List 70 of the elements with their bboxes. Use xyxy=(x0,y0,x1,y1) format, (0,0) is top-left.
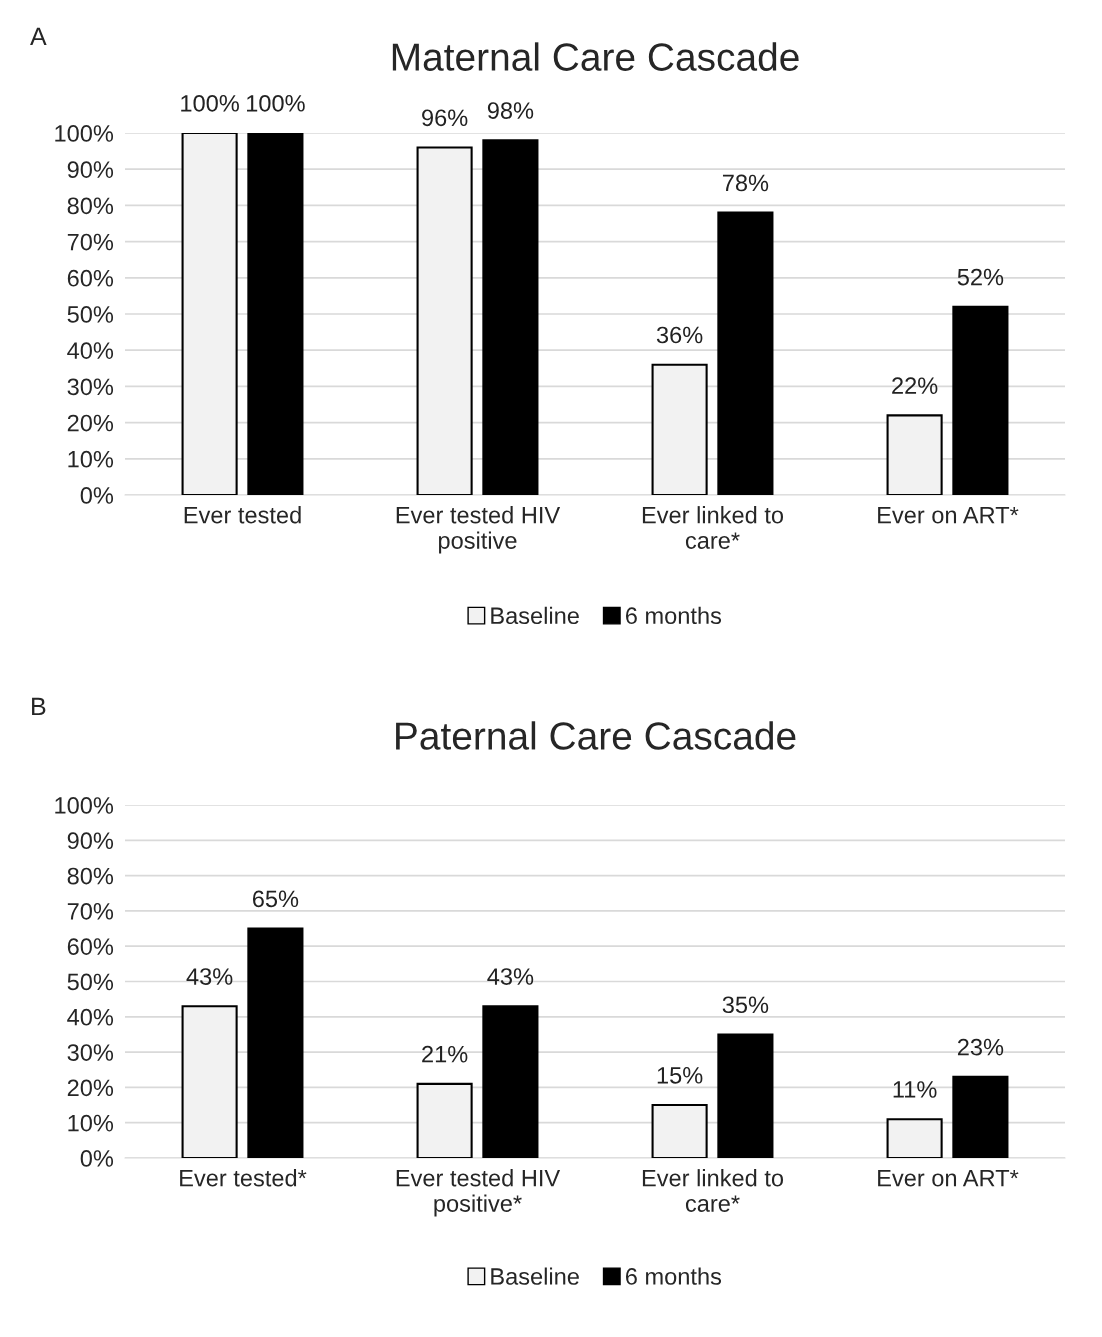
y-tick-label: 90% xyxy=(67,161,114,178)
y-tick-label: 20% xyxy=(67,414,114,432)
bar xyxy=(416,1082,473,1158)
y-tick-label: 30% xyxy=(67,1044,114,1061)
y-tick-label: 30% xyxy=(67,378,114,396)
y-tick-label: 0% xyxy=(80,487,114,504)
text: A xyxy=(30,27,47,45)
x-tick-label: Ever on ART* xyxy=(878,1169,1019,1187)
bar xyxy=(886,1118,943,1158)
y-tick-label: 90% xyxy=(67,832,114,850)
data-label: 96% xyxy=(422,109,468,127)
bar xyxy=(717,211,774,495)
x-tick-label: Ever tested HIV positive xyxy=(396,506,561,554)
y-tick-label: 60% xyxy=(67,269,114,287)
y-tick-label: 40% xyxy=(67,342,114,359)
y-tick-label: 10% xyxy=(68,450,114,468)
data-label: 100% xyxy=(247,94,305,112)
data-label: 78% xyxy=(722,174,769,192)
data-label: 98% xyxy=(487,102,534,119)
y-tick-label: 70% xyxy=(67,902,114,920)
bar xyxy=(482,139,539,495)
y-tick-label: 80% xyxy=(67,867,114,885)
data-label: 100% xyxy=(181,94,239,112)
y-tick-label: 100% xyxy=(55,125,114,142)
bar xyxy=(416,146,473,495)
bar xyxy=(181,1005,238,1158)
data-label: 43% xyxy=(487,968,534,985)
y-tick-label: 50% xyxy=(67,973,114,991)
y-tick-label: 60% xyxy=(67,938,114,955)
chart-title: Maternal Care Cascade xyxy=(392,42,799,71)
data-label: 15% xyxy=(657,1067,703,1084)
bar xyxy=(247,133,304,495)
y-tick-label: 10% xyxy=(68,1114,114,1132)
legend-label: 6 months xyxy=(625,1267,722,1285)
data-label: 11% xyxy=(893,1081,937,1098)
bar xyxy=(651,1104,708,1158)
bar xyxy=(247,927,304,1158)
bar xyxy=(717,1033,774,1158)
legend-label: 6 months xyxy=(625,606,722,625)
x-tick-label: Ever linked to care* xyxy=(642,1169,784,1212)
x-tick-label: Ever linked to care* xyxy=(642,506,784,549)
data-label: 22% xyxy=(892,377,938,394)
x-tick-label: Ever tested* xyxy=(180,1169,307,1187)
y-tick-label: 50% xyxy=(67,306,114,323)
y-tick-label: 100% xyxy=(55,797,114,814)
data-label: 43% xyxy=(186,968,233,985)
data-label: 36% xyxy=(656,326,703,344)
x-tick-label: Ever tested HIV positive* xyxy=(396,1169,561,1217)
data-label: 52% xyxy=(957,268,1004,286)
x-tick-label: Ever tested xyxy=(184,506,301,524)
data-label: 21% xyxy=(422,1045,468,1063)
bar xyxy=(482,1005,539,1158)
bar xyxy=(952,1075,1009,1158)
y-tick-label: 70% xyxy=(67,233,114,251)
x-tick-label: Ever on ART* xyxy=(878,506,1019,524)
y-tick-label: 80% xyxy=(67,197,114,215)
data-label: 35% xyxy=(722,996,769,1014)
y-tick-label: 0% xyxy=(80,1150,114,1167)
data-label: 23% xyxy=(957,1038,1004,1056)
text: B xyxy=(32,697,46,715)
bar xyxy=(886,414,943,495)
data-label: 65% xyxy=(252,890,299,908)
bar xyxy=(181,133,238,495)
legend-label: Baseline xyxy=(491,1267,579,1285)
legend-label: Baseline xyxy=(491,606,579,625)
bar xyxy=(651,363,708,495)
y-tick-label: 40% xyxy=(67,1008,114,1026)
bar xyxy=(952,305,1009,495)
y-tick-label: 20% xyxy=(67,1079,114,1097)
chart-title: Paternal Care Cascade xyxy=(396,721,796,750)
